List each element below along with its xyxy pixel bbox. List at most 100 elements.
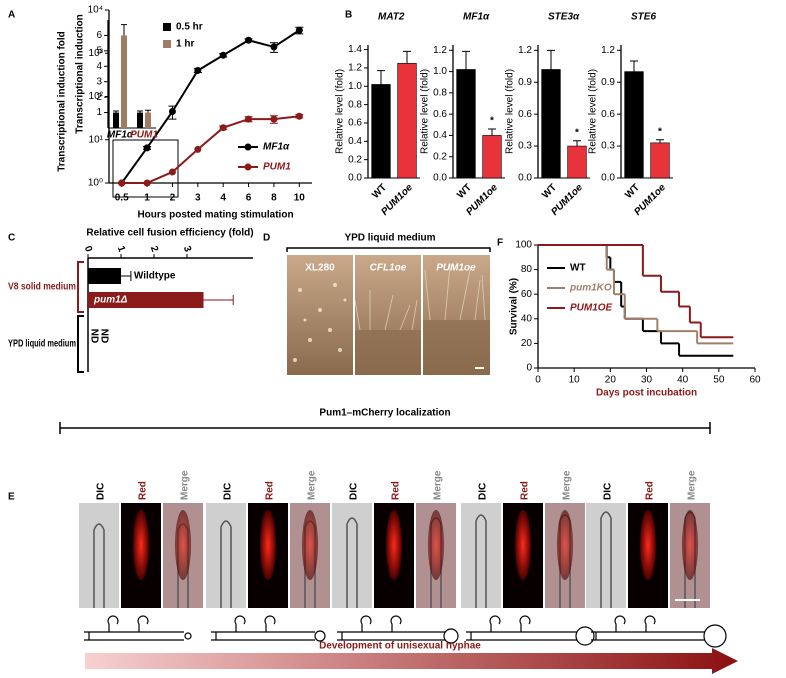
legend-label: 1 hr xyxy=(176,39,194,50)
data-point xyxy=(143,179,151,187)
series-line xyxy=(121,115,300,184)
x-tick-label: 2 xyxy=(148,245,160,254)
y-tick-label: 0.9 xyxy=(601,77,615,88)
column-label: Red xyxy=(645,481,656,500)
legend-label: PUM1OE xyxy=(570,303,613,314)
y-tick-label: 10² xyxy=(89,91,104,102)
y-tick-label: 10⁰ xyxy=(88,178,103,189)
y-tick-label: 0.2 xyxy=(433,151,447,162)
x-tick-label: 30 xyxy=(641,375,653,386)
error-bar xyxy=(630,60,638,72)
fluorescence xyxy=(428,510,444,580)
y-tick-label: 6 xyxy=(96,30,102,41)
image-label: PUM1oe xyxy=(436,263,476,274)
y-tick-label: 0.6 xyxy=(518,109,532,120)
error-bar xyxy=(121,24,127,36)
y-tick-label: 0.3 xyxy=(518,141,532,152)
data-point xyxy=(219,51,227,59)
group-label: YPD liquid medium xyxy=(8,339,76,350)
x-tick-label: WT xyxy=(540,182,559,201)
y-tick-label: 1.0 xyxy=(433,66,447,77)
y-tick-label: 1.2 xyxy=(433,45,447,56)
bar xyxy=(113,112,119,128)
hypha-outline xyxy=(220,520,232,608)
x-tick-label: 0 xyxy=(535,375,541,386)
data-point xyxy=(143,144,151,152)
y-tick-label: 1.2 xyxy=(601,45,615,56)
group-bracket xyxy=(77,315,84,373)
y-tick-label: 10³ xyxy=(89,48,104,59)
bar xyxy=(371,84,391,179)
annotation: * xyxy=(490,116,494,127)
y-tick-label: 1.4 xyxy=(348,44,362,55)
panel-label: F xyxy=(497,238,503,249)
hypha-tip xyxy=(575,626,595,646)
x-tick-label: 1 xyxy=(115,245,127,254)
y-tick-label: 0.0 xyxy=(601,173,615,184)
data-point xyxy=(295,112,303,120)
x-tick-label: 6 xyxy=(246,193,252,204)
axis-label: Relative level (fold) xyxy=(420,69,431,154)
annotation: * xyxy=(575,127,579,138)
column-label: DIC xyxy=(349,483,360,500)
axis-label: Survival (%) xyxy=(509,278,520,335)
column-label: Merge xyxy=(687,470,698,500)
x-tick-label: 8 xyxy=(271,193,277,204)
column-label: DIC xyxy=(603,483,614,500)
y-tick-label: 1 xyxy=(96,107,102,118)
micrograph xyxy=(586,503,626,608)
bar xyxy=(482,135,502,179)
bar xyxy=(541,69,561,179)
axis-label: Transcriptional induction fold xyxy=(57,31,68,172)
bar-label: Wildtype xyxy=(134,271,176,282)
panel-label: E xyxy=(8,492,15,503)
error-bar xyxy=(113,110,119,113)
fluorescence xyxy=(682,510,698,580)
hypha-outline xyxy=(93,523,105,608)
y-tick-label: 0.8 xyxy=(348,99,362,110)
legend-label: PUM1 xyxy=(263,162,291,173)
data-point xyxy=(168,107,176,115)
x-tick-label: 1 xyxy=(144,193,150,204)
x-axis-label: Relative cell fusion efficiency (fold) xyxy=(86,228,253,239)
legend-marker xyxy=(244,143,252,151)
y-tick-label: 20 xyxy=(521,338,533,349)
x-tick-label: 50 xyxy=(713,375,725,386)
image-label: XL280 xyxy=(305,263,335,274)
hypha-outline xyxy=(600,511,612,608)
x-tick-label: 4 xyxy=(220,193,226,204)
bar xyxy=(137,112,143,128)
column-label: Red xyxy=(138,481,149,500)
error-bar xyxy=(462,50,470,70)
x-tick-label: WT xyxy=(455,182,474,201)
chart-title: MAT2 xyxy=(378,12,405,23)
error-bar xyxy=(145,109,151,113)
column-label: Merge xyxy=(307,470,318,500)
legend-label: WT xyxy=(570,263,586,274)
x-tick-label: 0.5 xyxy=(115,193,129,204)
y-tick-label: 0.0 xyxy=(348,173,362,184)
group-bracket xyxy=(77,261,84,313)
x-tick-label: 3 xyxy=(181,245,193,254)
y-tick-label: 2 xyxy=(96,92,102,103)
x-tick-label: 10 xyxy=(294,193,306,204)
y-tick-label: 40 xyxy=(521,313,533,324)
column-label: Red xyxy=(520,481,531,500)
hyphae-images xyxy=(286,247,491,375)
error-bar xyxy=(547,49,555,70)
y-tick-label: 10⁴ xyxy=(88,5,103,16)
y-tick-label: 0.6 xyxy=(601,109,615,120)
x-axis-label: Days post incubation xyxy=(596,388,697,399)
data-point xyxy=(194,145,202,153)
annotation: * xyxy=(658,126,662,137)
error-bar xyxy=(656,139,664,143)
fluorescence xyxy=(175,510,191,580)
error-bar xyxy=(488,128,496,136)
legend-label: 0.5 hr xyxy=(176,22,203,33)
y-tick-label: 0.4 xyxy=(433,130,447,141)
data-point xyxy=(118,179,126,187)
column-label: Merge xyxy=(180,470,191,500)
y-tick-label: 0.6 xyxy=(433,109,447,120)
image-label: CFL1oe xyxy=(370,263,407,274)
